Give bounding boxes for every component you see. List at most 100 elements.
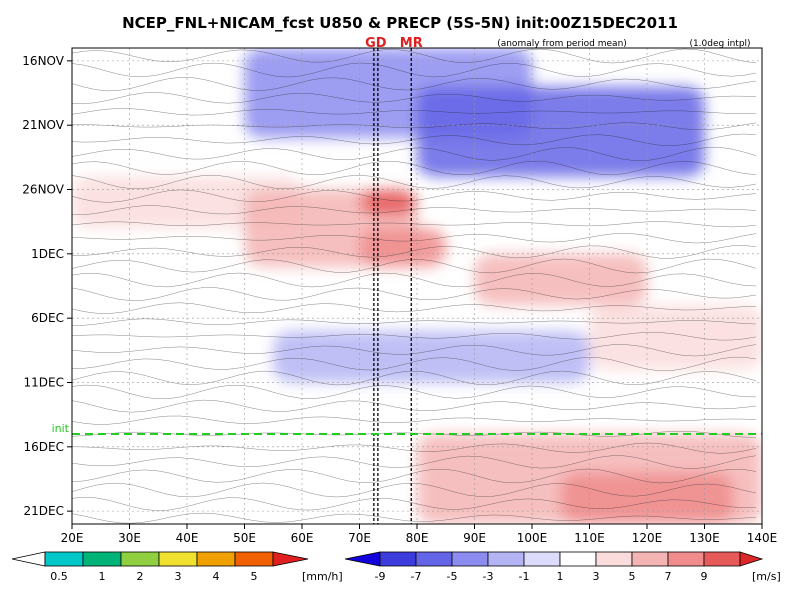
contour-line (72, 48, 757, 64)
x-tick-label: 90E (463, 531, 486, 545)
contour-line (72, 133, 757, 146)
wind-tick-label: 5 (629, 570, 636, 583)
wind-arrow-right (739, 551, 764, 567)
gridlines (72, 48, 762, 524)
y-tick-label: 16DEC (24, 440, 64, 454)
contour-line (72, 233, 757, 244)
y-tick-label: 1DEC (31, 247, 64, 261)
wind-swatch (631, 551, 669, 567)
x-tick-label: 30E (118, 531, 141, 545)
precip-swatch (120, 551, 160, 567)
wind-tick-label: 1 (557, 570, 564, 583)
wind-band-7 (589, 305, 762, 370)
y-tick-label: 26NOV (22, 183, 64, 197)
init-line: init (52, 422, 762, 435)
y-axis: 16NOV 21NOV 26NOV 1DEC 6DEC 11DEC 16DEC 21DEC (22, 54, 72, 518)
x-tick-label: 100E (517, 531, 548, 545)
precip-swatch (234, 551, 274, 567)
x-tick-label: 110E (574, 531, 605, 545)
wind-band-6 (474, 253, 647, 306)
wind-swatch (595, 551, 633, 567)
wind-swatch (523, 551, 561, 567)
wind-arrow-left (344, 551, 381, 567)
contour-line (72, 77, 757, 92)
wind-tick-label: -5 (447, 570, 458, 583)
wind-swatch (667, 551, 705, 567)
x-tick-label: 80E (406, 531, 429, 545)
contour-line (72, 344, 757, 357)
contour-line (72, 415, 757, 425)
chart-subtitle-right: (1.0deg intpl) (689, 39, 750, 49)
wind-tick-label: -3 (483, 570, 494, 583)
contour-line (72, 189, 757, 203)
contour-line (72, 332, 757, 341)
y-tick-label: 11DEC (24, 375, 64, 389)
contour-line (72, 356, 757, 372)
wind-band-8 (273, 331, 590, 383)
x-tick-label: 40E (176, 531, 199, 545)
contour-line (72, 384, 757, 400)
contour-line (72, 512, 757, 524)
contour-line (72, 147, 757, 161)
precip-tick-label: 5 (251, 570, 258, 583)
chart-subtitle-left: (anomaly from period mean) (497, 39, 627, 49)
wind-band-4 (359, 189, 417, 216)
contour-line (72, 258, 757, 274)
contour-line (72, 245, 757, 259)
station-markers: GD MR (365, 36, 423, 524)
wind-swatch (703, 551, 741, 567)
wind-tick-label: -1 (519, 570, 530, 583)
x-tick-label: 70E (348, 531, 371, 545)
contour-line (72, 92, 757, 105)
x-tick-label: 20E (61, 531, 84, 545)
y-tick-label: 21NOV (22, 118, 64, 132)
wind-swatch (559, 551, 597, 567)
x-tick-label: 120E (632, 531, 663, 545)
contour-line (72, 62, 757, 78)
wind-tick-label: 7 (665, 570, 672, 583)
wind-tick-label: 9 (701, 570, 708, 583)
precip-unit: [mm/h] (302, 570, 343, 583)
precip-tick-label: 1 (99, 570, 106, 583)
init-label: init (52, 422, 70, 435)
chart-title: NCEP_FNL+NICAM_fcst U850 & PRECP (5S-5N)… (122, 14, 678, 32)
contour-line (72, 108, 757, 116)
wind-swatch (451, 551, 489, 567)
contour-line (72, 318, 757, 326)
wind-swatch (487, 551, 525, 567)
x-axis: 20E 30E 40E 50E 60E 70E 80E 90E 100E 110E 120E 130E… (61, 524, 778, 545)
plot-area: GD MR init (52, 36, 763, 525)
wind-shading (72, 48, 762, 524)
wind-band-1 (417, 86, 705, 177)
contour-line (72, 482, 757, 498)
precip-colorbar: 0.5 1 2 3 4 5 [mm/h] (11, 551, 343, 583)
contour-line (72, 442, 757, 454)
precip-tick-label: 4 (213, 570, 220, 583)
contour-lines (72, 48, 757, 524)
precip-arrow-right (272, 551, 309, 567)
contour-line (72, 205, 757, 216)
wind-tick-label: 3 (593, 570, 600, 583)
contour-line (72, 272, 757, 288)
contour-line (72, 455, 757, 469)
wind-swatch (415, 551, 453, 567)
y-tick-label: 16NOV (22, 54, 64, 68)
wind-colorbar: -9 -7 -5 -3 -1 1 3 5 7 9 [m/s] (344, 551, 781, 583)
precip-swatch (196, 551, 236, 567)
wind-unit: [m/s] (752, 570, 781, 583)
precip-swatch (82, 551, 122, 567)
precip-tick-label: 2 (137, 570, 144, 583)
contour-line (72, 302, 757, 314)
contour-line (72, 160, 757, 176)
contour-line (72, 468, 757, 484)
contour-line (72, 122, 757, 130)
wind-tick-label: -7 (411, 570, 422, 583)
marker-label-gd: GD (365, 36, 387, 51)
wind-swatch (379, 551, 417, 567)
x-tick-label: 140E (747, 531, 778, 545)
precip-arrow-left (11, 551, 46, 567)
x-tick-label: 130E (689, 531, 720, 545)
wind-band-5 (359, 228, 446, 267)
precip-swatch (158, 551, 198, 567)
